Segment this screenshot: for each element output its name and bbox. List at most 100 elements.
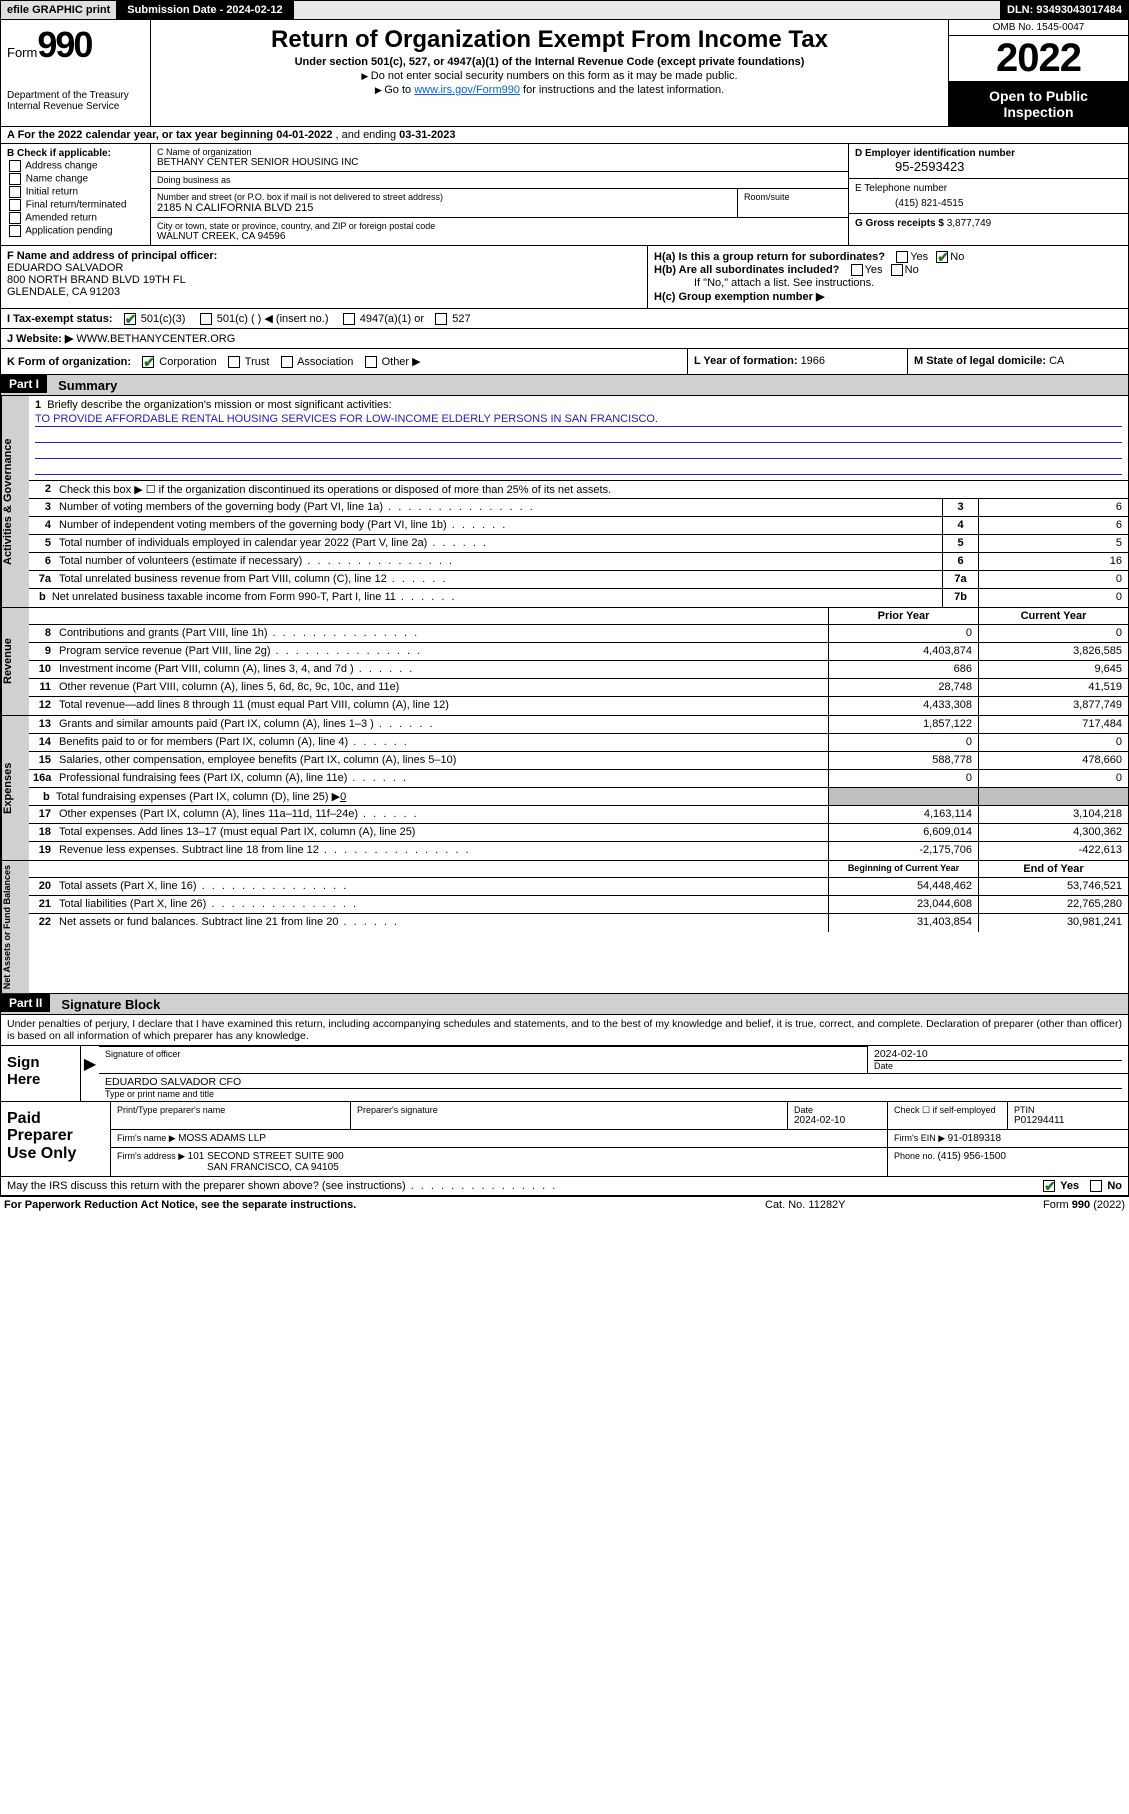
line-5: 5Total number of individuals employed in… bbox=[29, 535, 1128, 553]
note2-pre: Go to bbox=[384, 84, 414, 96]
i-label: I Tax-exempt status: bbox=[7, 313, 113, 325]
ha-no-checkbox[interactable] bbox=[936, 251, 948, 263]
f-h-block: F Name and address of principal officer:… bbox=[0, 246, 1129, 309]
prep-row-1: Print/Type preparer's name Preparer's si… bbox=[111, 1102, 1128, 1130]
c-label: C Name of organization bbox=[157, 147, 842, 157]
chk-application-pending[interactable]: Application pending bbox=[7, 225, 144, 237]
entity-right: D Employer identification number 95-2593… bbox=[848, 144, 1128, 245]
chk-name-change[interactable]: Name change bbox=[7, 173, 144, 185]
dept-label: Department of the Treasury bbox=[7, 90, 144, 101]
sign-here-row: Sign Here ▶ Signature of officer 2024-02… bbox=[1, 1046, 1128, 1101]
line-3: 3Number of voting members of the governi… bbox=[29, 499, 1128, 517]
officer-addr1: 800 NORTH BRAND BLVD 19TH FL bbox=[7, 274, 641, 286]
line-6: 6Total number of volunteers (estimate if… bbox=[29, 553, 1128, 571]
l-year: L Year of formation: 1966 bbox=[688, 349, 908, 374]
chk-initial-return[interactable]: Initial return bbox=[7, 186, 144, 198]
submission-date-button[interactable]: Submission Date - 2024-02-12 bbox=[117, 1, 293, 19]
chk-amended-return[interactable]: Amended return bbox=[7, 212, 144, 224]
note-goto: Go to www.irs.gov/Form990 for instructio… bbox=[161, 84, 938, 96]
omb-number: OMB No. 1545-0047 bbox=[949, 20, 1128, 36]
discuss-row: May the IRS discuss this return with the… bbox=[0, 1177, 1129, 1196]
mission-text: TO PROVIDE AFFORDABLE RENTAL HOUSING SER… bbox=[35, 413, 1122, 427]
ha-yes-checkbox[interactable] bbox=[896, 251, 908, 263]
irs-link[interactable]: www.irs.gov/Form990 bbox=[414, 84, 520, 96]
entity-block: B Check if applicable: Address change Na… bbox=[0, 144, 1129, 246]
gross-value: 3,877,749 bbox=[947, 218, 992, 229]
part-ii-header: Part II Signature Block bbox=[0, 994, 1129, 1015]
form-prefix: Form bbox=[7, 45, 37, 60]
chk-final-return[interactable]: Final return/terminated bbox=[7, 199, 144, 211]
sig-line-1: Signature of officer 2024-02-10 Date bbox=[99, 1046, 1128, 1074]
chk-corporation[interactable] bbox=[142, 356, 154, 368]
chk-4947[interactable] bbox=[343, 313, 355, 325]
line-7b: b Net unrelated business taxable income … bbox=[29, 589, 1128, 607]
addr-value: 2185 N CALIFORNIA BLVD 215 bbox=[157, 202, 731, 214]
footer-right: Form 990 (2022) bbox=[965, 1199, 1125, 1211]
city-row: City or town, state or province, country… bbox=[151, 218, 848, 245]
chk-527[interactable] bbox=[435, 313, 447, 325]
mission-blank-1 bbox=[35, 429, 1122, 443]
row-k-l-m: K Form of organization: Corporation Trus… bbox=[0, 349, 1129, 375]
expenses-section: Expenses 13Grants and similar amounts pa… bbox=[0, 716, 1129, 861]
prep-row-2: Firm's name ▶ MOSS ADAMS LLP Firm's EIN … bbox=[111, 1130, 1128, 1148]
chk-501c[interactable] bbox=[200, 313, 212, 325]
net-assets-body: Beginning of Current Year End of Year 20… bbox=[29, 861, 1128, 993]
hb-no-checkbox[interactable] bbox=[891, 264, 903, 276]
discuss-no-checkbox[interactable] bbox=[1090, 1180, 1102, 1192]
sig-officer-label: Signature of officer bbox=[105, 1049, 861, 1059]
page-footer: For Paperwork Reduction Act Notice, see … bbox=[0, 1196, 1129, 1213]
chk-501c3[interactable] bbox=[124, 313, 136, 325]
net-assets-tab: Net Assets or Fund Balances bbox=[1, 861, 29, 993]
part-ii-title: Signature Block bbox=[53, 995, 168, 1014]
header-middle: Return of Organization Exempt From Incom… bbox=[151, 20, 948, 126]
mission-block: 1 Briefly describe the organization's mi… bbox=[29, 396, 1128, 481]
room-label: Room/suite bbox=[744, 192, 842, 202]
k-label: K Form of organization: bbox=[7, 356, 131, 368]
phone-row: E Telephone number (415) 821-4515 bbox=[849, 179, 1128, 214]
org-name: BETHANY CENTER SENIOR HOUSING INC bbox=[157, 157, 842, 168]
note-ssn: Do not enter social security numbers on … bbox=[161, 70, 938, 82]
hc-label: H(c) Group exemption number ▶ bbox=[654, 291, 824, 303]
sig-date-value: 2024-02-10 bbox=[874, 1048, 1122, 1060]
header-left: Form990 Department of the Treasury Inter… bbox=[1, 20, 151, 126]
chk-association[interactable] bbox=[281, 356, 293, 368]
discuss-yes-checkbox[interactable] bbox=[1043, 1180, 1055, 1192]
line-17: 17Other expenses (Part IX, column (A), l… bbox=[29, 806, 1128, 824]
rowA-prefix: A For the 2022 calendar year, or tax yea… bbox=[7, 129, 276, 141]
part-i-tag: Part I bbox=[1, 375, 47, 393]
type-name-label: Type or print name and title bbox=[105, 1088, 1122, 1099]
chk-trust[interactable] bbox=[228, 356, 240, 368]
net-assets-section: Net Assets or Fund Balances Beginning of… bbox=[0, 861, 1129, 994]
mission-blank-3 bbox=[35, 461, 1122, 475]
h-b-line: H(b) Are all subordinates included? Yes … bbox=[654, 264, 1122, 276]
line-19: 19Revenue less expenses. Subtract line 1… bbox=[29, 842, 1128, 860]
check-b-column: B Check if applicable: Address change Na… bbox=[1, 144, 151, 245]
e-label: E Telephone number bbox=[855, 183, 1122, 194]
expenses-tab: Expenses bbox=[1, 716, 29, 860]
sign-fields: Signature of officer 2024-02-10 Date EDU… bbox=[99, 1046, 1128, 1101]
line-21: 21Total liabilities (Part X, line 26)23,… bbox=[29, 896, 1128, 914]
line-2: 2Check this box ▶ ☐ if the organization … bbox=[29, 481, 1128, 499]
revenue-section: Revenue Prior Year Current Year 8Contrib… bbox=[0, 608, 1129, 716]
org-name-row: C Name of organization BETHANY CENTER SE… bbox=[151, 144, 848, 172]
h-a-line: H(a) Is this a group return for subordin… bbox=[654, 251, 1122, 263]
line-18: 18Total expenses. Add lines 13–17 (must … bbox=[29, 824, 1128, 842]
hb-yes-checkbox[interactable] bbox=[851, 264, 863, 276]
form-990-number: 990 bbox=[37, 24, 91, 65]
form-subtitle: Under section 501(c), 527, or 4947(a)(1)… bbox=[161, 56, 938, 68]
top-bar: efile GRAPHIC print Submission Date - 20… bbox=[0, 0, 1129, 20]
address-row: Number and street (or P.O. box if mail i… bbox=[151, 189, 848, 218]
governance-section: Activities & Governance 1 Briefly descri… bbox=[0, 396, 1129, 608]
dba-row: Doing business as bbox=[151, 172, 848, 189]
irs-label: Internal Revenue Service bbox=[7, 101, 144, 112]
open-to-public: Open to Public Inspection bbox=[949, 82, 1128, 126]
expenses-body: 13Grants and similar amounts paid (Part … bbox=[29, 716, 1128, 860]
h-c-line: H(c) Group exemption number ▶ bbox=[654, 290, 1122, 303]
prep-body: Print/Type preparer's name Preparer's si… bbox=[111, 1102, 1128, 1176]
ein-row: D Employer identification number 95-2593… bbox=[849, 144, 1128, 179]
governance-tab: Activities & Governance bbox=[1, 396, 29, 607]
footer-mid: Cat. No. 11282Y bbox=[765, 1199, 965, 1211]
line-14: 14Benefits paid to or for members (Part … bbox=[29, 734, 1128, 752]
chk-address-change[interactable]: Address change bbox=[7, 160, 144, 172]
chk-other[interactable] bbox=[365, 356, 377, 368]
